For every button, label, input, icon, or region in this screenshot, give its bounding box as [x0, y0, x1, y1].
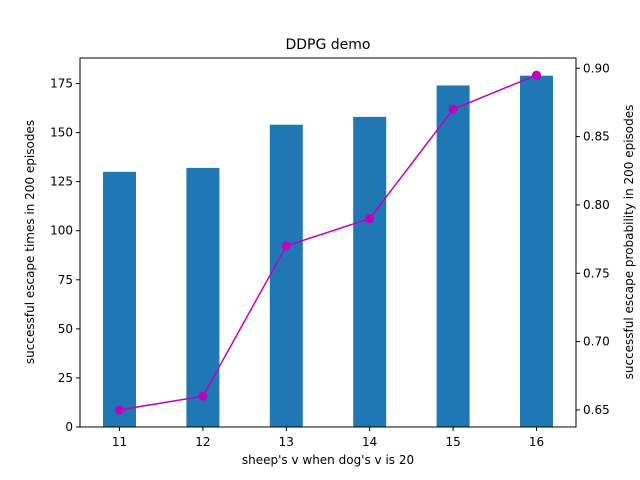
y-tick-label: 50: [58, 322, 73, 336]
line-point-15: [448, 104, 458, 114]
y-tick-label: 175: [50, 77, 73, 91]
bar-13: [269, 124, 303, 427]
y-tick-label: 100: [50, 224, 73, 238]
x-tick-label: 14: [362, 435, 377, 449]
bar-16: [520, 75, 553, 428]
probability-line: [119, 74, 537, 411]
left-y-axis-ticks: 0 25 50 75 100 125 150 175: [50, 77, 80, 434]
x-tick-label: 13: [279, 435, 294, 449]
y-tick-label: 75: [58, 273, 73, 287]
right-y-axis-ticks: 0.65 0.70 0.75 0.80 0.85 0.90: [576, 61, 610, 417]
x-tick-label: 12: [195, 435, 210, 449]
x-tick-label: 15: [445, 435, 460, 449]
y2-tick-label: 0.80: [583, 198, 610, 212]
bar-12: [186, 167, 220, 427]
x-tick-label: 11: [112, 435, 127, 449]
y-tick-label: 0: [65, 420, 73, 434]
line-point-11: [115, 405, 124, 415]
bar-15: [436, 85, 470, 427]
chart-title: DDPG demo: [285, 37, 370, 53]
line-point-16: [532, 70, 541, 80]
y2-tick-label: 0.70: [583, 335, 610, 349]
y-tick-label: 150: [50, 126, 73, 140]
line-point-13: [281, 241, 291, 251]
x-axis-ticks: 11 12 13 14 15 16: [112, 427, 544, 449]
y2-tick-label: 0.85: [583, 130, 610, 144]
y2-tick-label: 0.65: [583, 403, 610, 417]
left-y-axis-label: successful escape times in 200 episodes: [23, 120, 37, 364]
plot-frame: [79, 57, 577, 428]
bar-11: [103, 171, 136, 427]
y-tick-label: 125: [50, 175, 73, 189]
bar-14: [353, 116, 387, 427]
y-tick-label: 25: [58, 371, 73, 385]
right-y-axis-label: successful escape probability in 200 epi…: [622, 105, 636, 380]
line-series: [115, 70, 541, 415]
y2-tick-label: 0.75: [583, 266, 610, 280]
y2-tick-label: 0.90: [583, 61, 610, 75]
line-point-12: [198, 391, 208, 401]
x-axis-label: sheep's v when dog's v is 20: [242, 453, 414, 467]
bar-series: [103, 75, 553, 428]
x-tick-label: 16: [529, 435, 544, 449]
line-point-14: [365, 214, 375, 224]
